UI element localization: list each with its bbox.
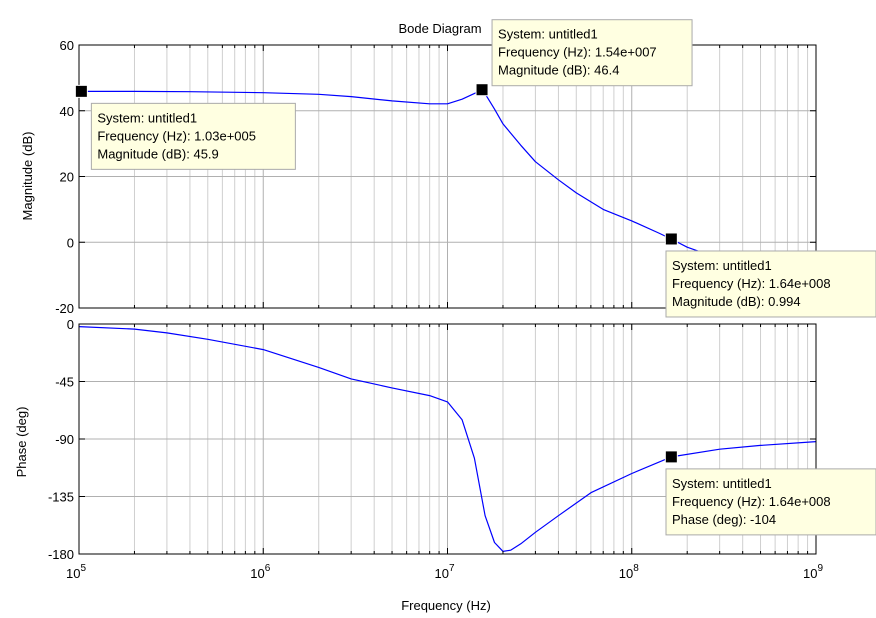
datatip-text: Frequency (Hz): 1.64e+008	[672, 276, 831, 291]
phase-data-point	[474, 458, 475, 459]
magnitude-data-point	[658, 232, 659, 233]
phase-data-point	[207, 339, 208, 340]
phase-data-point	[558, 515, 559, 516]
datatip-text: System: untitled1	[498, 27, 598, 42]
phase-y-tick-label: 0	[67, 317, 74, 332]
datatip-text: Magnitude (dB): 0.994	[672, 294, 801, 309]
magnitude-data-point	[687, 247, 688, 248]
datatip-text: System: untitled1	[672, 258, 772, 273]
magnitude-data-point	[391, 100, 392, 101]
magnitude-y-tick-label: 40	[60, 104, 74, 119]
phase-data-point	[485, 515, 486, 516]
phase-y-tick-label: -90	[55, 432, 74, 447]
datatip-text: Frequency (Hz): 1.03e+005	[97, 128, 256, 143]
phase-data-point	[535, 532, 536, 533]
magnitude-data-point	[447, 103, 448, 104]
datatip-box	[90, 102, 296, 170]
magnitude-data-point	[189, 91, 190, 92]
phase-data-point	[391, 387, 392, 388]
magnitude-data-point	[134, 91, 135, 92]
datatip-marker	[664, 450, 678, 464]
magnitude-data-point	[502, 123, 503, 124]
phase-data-point	[590, 492, 591, 493]
magnitude-data-point	[576, 192, 577, 193]
magnitude-response-line	[79, 89, 720, 260]
phase-y-tick-label: -135	[48, 490, 74, 505]
datatip-box	[665, 250, 876, 318]
phase-data-point	[429, 395, 430, 396]
x-axis-label: Frequency (Hz)	[401, 598, 491, 613]
magnitude-y-tick-label: -20	[55, 301, 74, 316]
phase-data-point	[719, 449, 720, 450]
datatip: System: untitled1 Frequency (Hz): 1.64e+0…	[664, 232, 876, 318]
phase-data-point	[510, 550, 511, 551]
datatip-box	[665, 468, 876, 536]
datatip-text: Frequency (Hz): 1.64e+008	[672, 494, 831, 509]
phase-data-point	[263, 349, 264, 350]
plot-frames	[78, 44, 817, 555]
datatips: System: untitled1 Frequency (Hz): 1.03e+0…	[74, 19, 876, 536]
datatip-text: Magnitude (dB): 45.9	[97, 146, 218, 161]
magnitude-frame	[78, 44, 817, 309]
phase-data-point	[166, 332, 167, 333]
phase-frame	[78, 323, 817, 555]
datatip: System: untitled1 Frequency (Hz): 1.54e+0…	[475, 19, 693, 97]
x-tick-label: 109	[803, 563, 823, 581]
datatip-marker	[475, 83, 489, 97]
response-lines	[78, 89, 817, 552]
datatip-text: Magnitude (dB): 46.4	[498, 63, 619, 78]
datatip-text: System: untitled1	[97, 110, 197, 125]
phase-data-point	[760, 445, 761, 446]
magnitude-data-point	[535, 161, 536, 162]
phase-data-point	[520, 543, 521, 544]
x-tick-label: 108	[619, 563, 639, 581]
datatip-text: Phase (deg): -104	[672, 512, 776, 527]
phase-data-point	[318, 367, 319, 368]
datatip-text: System: untitled1	[672, 476, 772, 491]
magnitude-data-point	[520, 145, 521, 146]
datatip: System: untitled1 Frequency (Hz): 1.64e+0…	[664, 450, 876, 536]
phase-data-point	[462, 419, 463, 420]
phase-y-tick-label: -180	[48, 547, 74, 562]
phase-data-point	[447, 401, 448, 402]
phase-response-line	[78, 326, 817, 552]
datatip: System: untitled1 Frequency (Hz): 1.03e+0…	[74, 84, 296, 170]
chart-title: Bode Diagram	[398, 21, 481, 36]
datatip-text: Frequency (Hz): 1.54e+007	[498, 45, 657, 60]
phase-data-point	[631, 473, 632, 474]
magnitude-data-point	[351, 96, 352, 97]
magnitude-y-tick-label: 60	[60, 38, 74, 53]
magnitude-data-point	[494, 109, 495, 110]
phase-data-point	[494, 542, 495, 543]
phase-y-axis-label: Phase (deg)	[14, 407, 29, 478]
phase-data-point	[351, 378, 352, 379]
magnitude-data-point	[603, 209, 604, 210]
magnitude-y-axis-label: Magnitude (dB)	[20, 132, 35, 221]
magnitude-data-point	[429, 103, 430, 104]
x-tick-label: 105	[66, 563, 86, 581]
magnitude-y-tick-label: 0	[67, 235, 74, 250]
x-tick-label: 106	[250, 563, 270, 581]
x-tick-label: 107	[434, 563, 454, 581]
magnitude-data-point	[558, 179, 559, 180]
axis-labels: Bode Diagram Frequency (Hz) Magnitude (d…	[14, 21, 491, 613]
magnitude-data-point	[631, 220, 632, 221]
magnitude-data-point	[318, 94, 319, 95]
phase-y-tick-label: -45	[55, 375, 74, 390]
magnitude-data-point	[263, 92, 264, 93]
datatip-marker	[664, 232, 678, 246]
datatip-box	[491, 19, 693, 87]
datatip-marker	[74, 84, 88, 98]
phase-data-point	[134, 329, 135, 330]
magnitude-y-tick-label: 20	[60, 170, 74, 185]
magnitude-data-point	[462, 99, 463, 100]
